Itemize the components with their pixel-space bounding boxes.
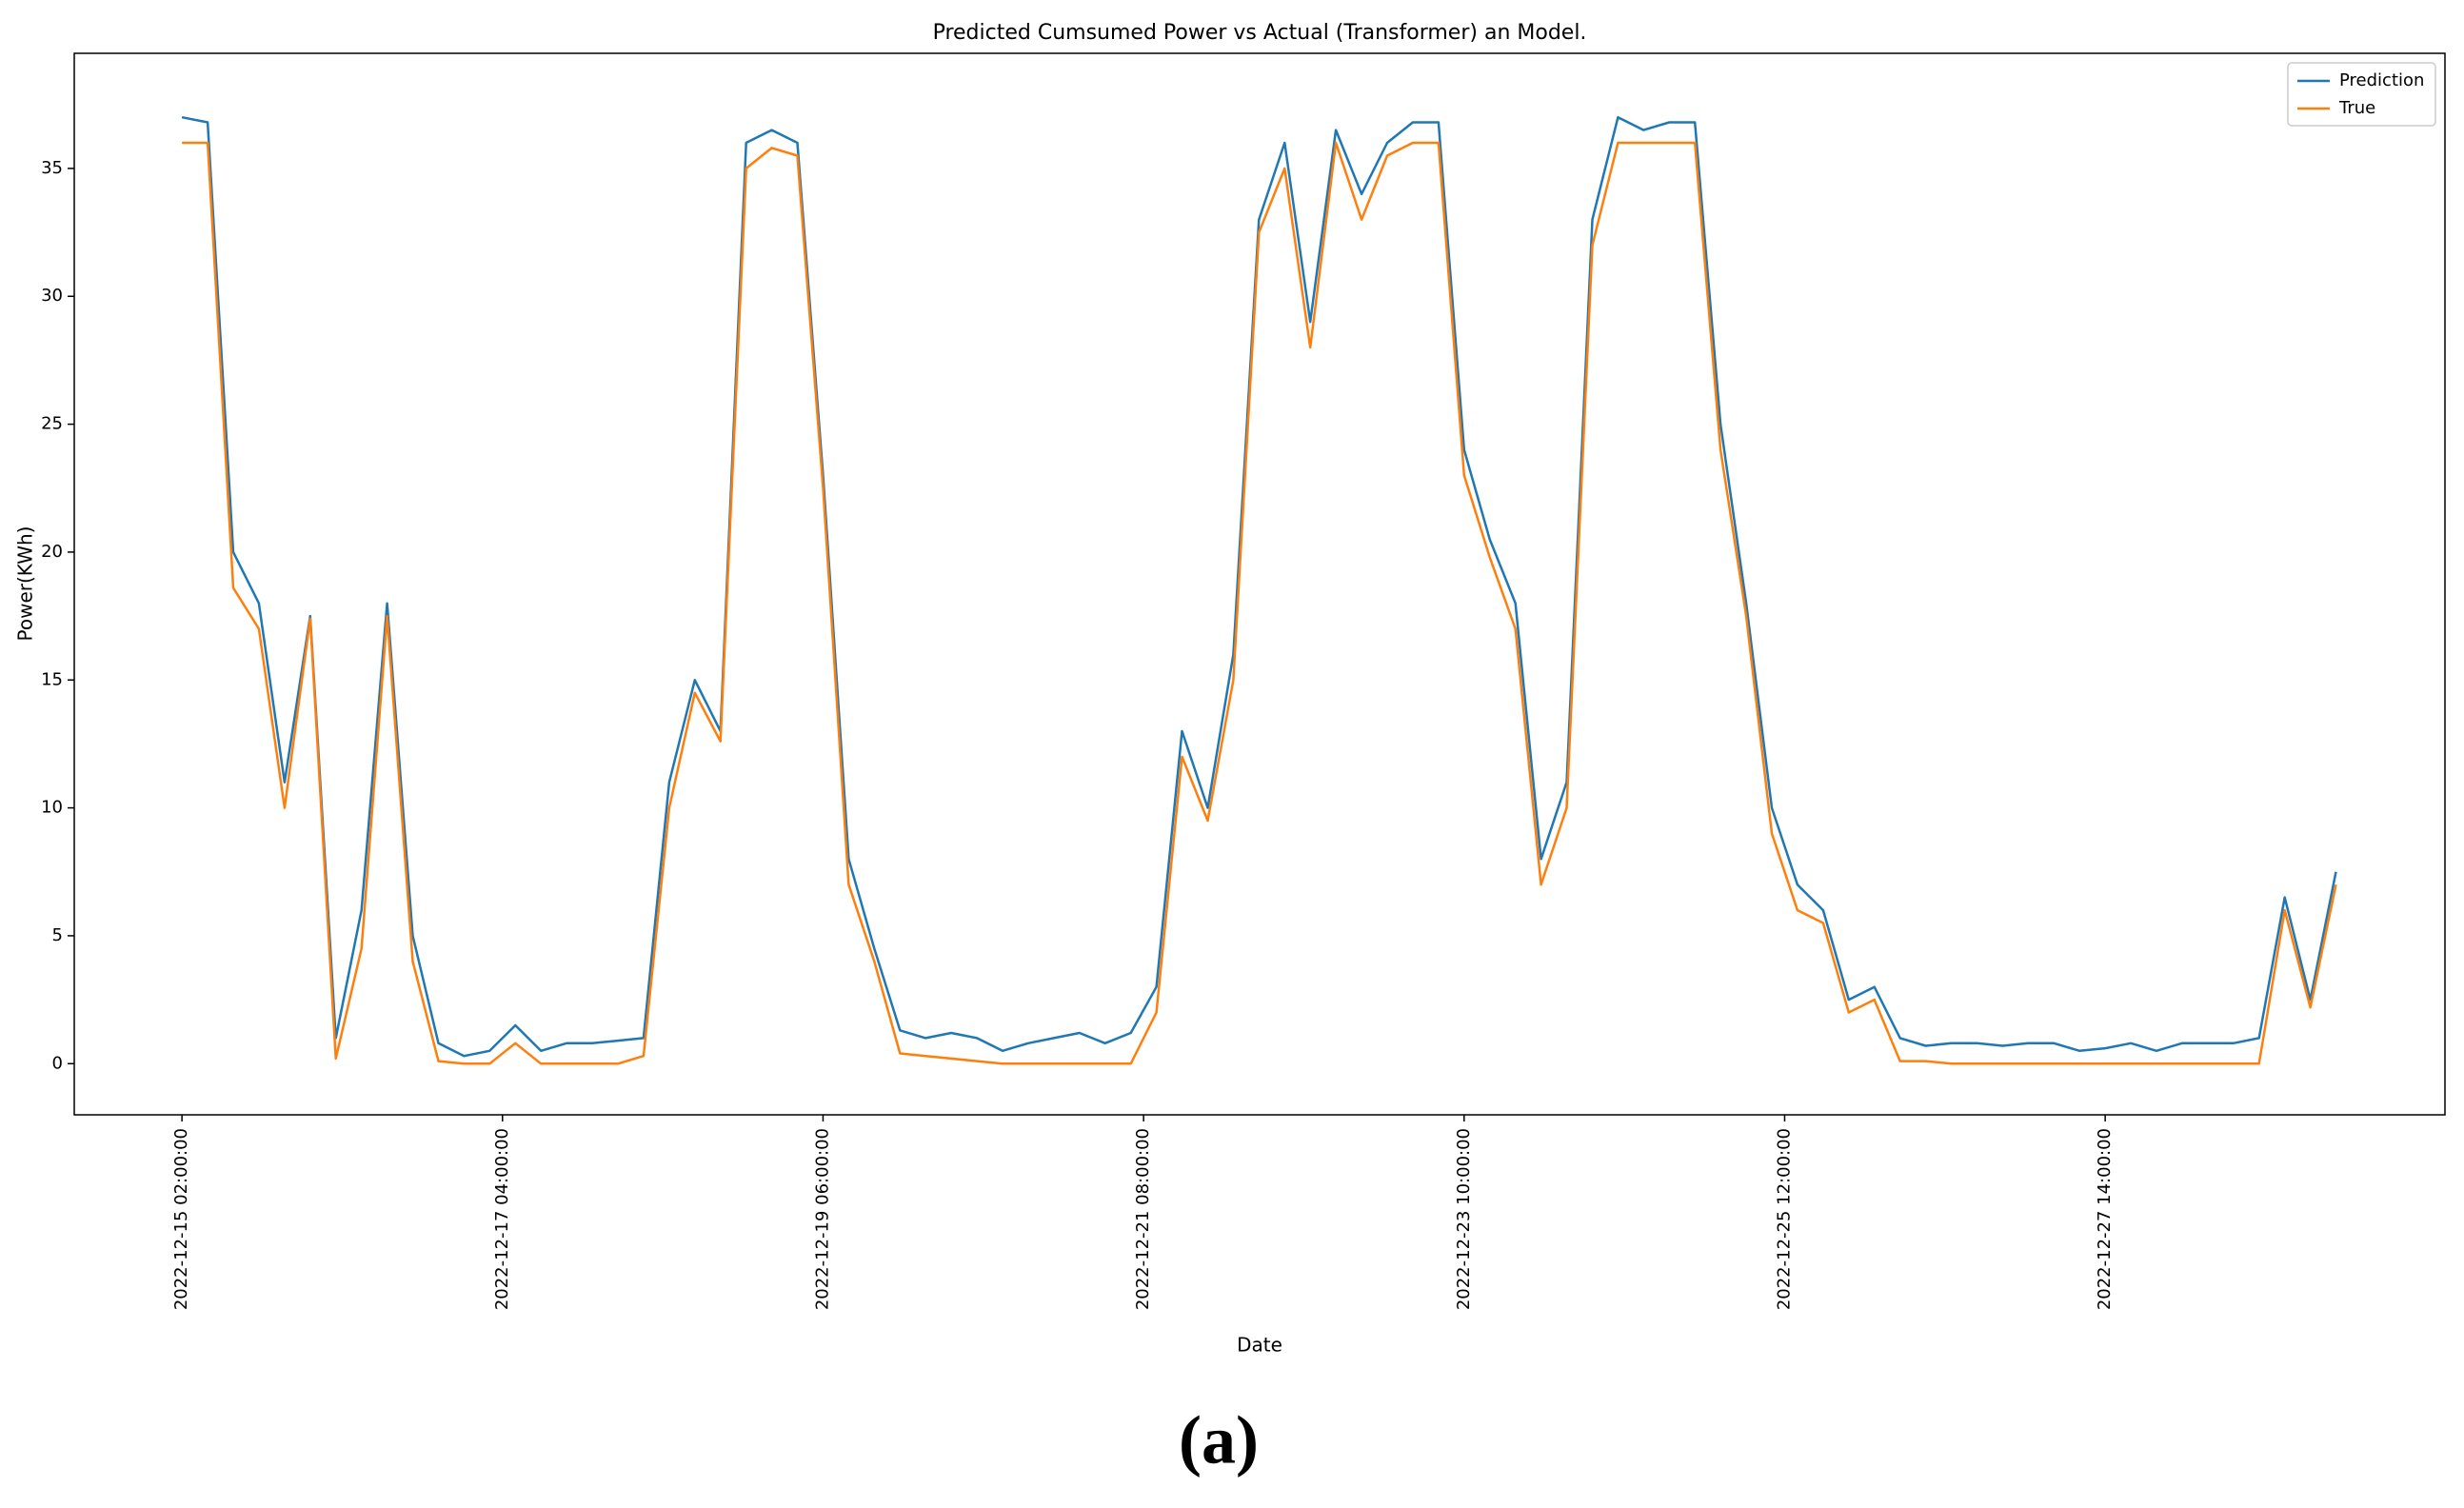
x-axis-label: Date (1237, 1334, 1282, 1357)
data-line (182, 141, 2337, 1065)
x-tick-label: 2022-12-21 08:00:00 (1133, 1128, 1153, 1310)
y-tick-label: 0 (52, 1053, 63, 1073)
x-tick-label: 2022-12-23 10:00:00 (1454, 1128, 1474, 1310)
y-tick-label: 25 (41, 414, 63, 434)
x-tick-label: 2022-12-15 02:00:00 (171, 1128, 191, 1310)
x-tick-label: 2022-12-19 06:00:00 (812, 1128, 832, 1310)
legend-label: True (2338, 98, 2375, 118)
y-tick-label: 5 (52, 925, 63, 945)
x-tick-label: 2022-12-25 12:00:00 (1774, 1128, 1794, 1310)
x-tick-label: 2022-12-17 04:00:00 (492, 1128, 512, 1310)
y-axis-label: Power(KWh) (14, 526, 37, 642)
x-tick-label: 2022-12-27 14:00:00 (2095, 1128, 2115, 1310)
y-tick-label: 35 (41, 158, 63, 178)
chart-title: Predicted Cumsumed Power vs Actual (Tran… (933, 21, 1587, 45)
legend-box (2287, 62, 2436, 127)
y-tick-label: 20 (41, 542, 63, 562)
legend-label: Prediction (2339, 70, 2424, 90)
panel-label: (a) (1179, 1402, 1259, 1478)
data-line (181, 115, 2337, 1058)
y-tick-label: 30 (41, 286, 63, 306)
y-tick-label: 10 (41, 798, 63, 818)
plot-frame (73, 52, 2446, 1116)
legend: Prediction True (2287, 62, 2436, 127)
y-tick-label: 15 (41, 669, 63, 689)
